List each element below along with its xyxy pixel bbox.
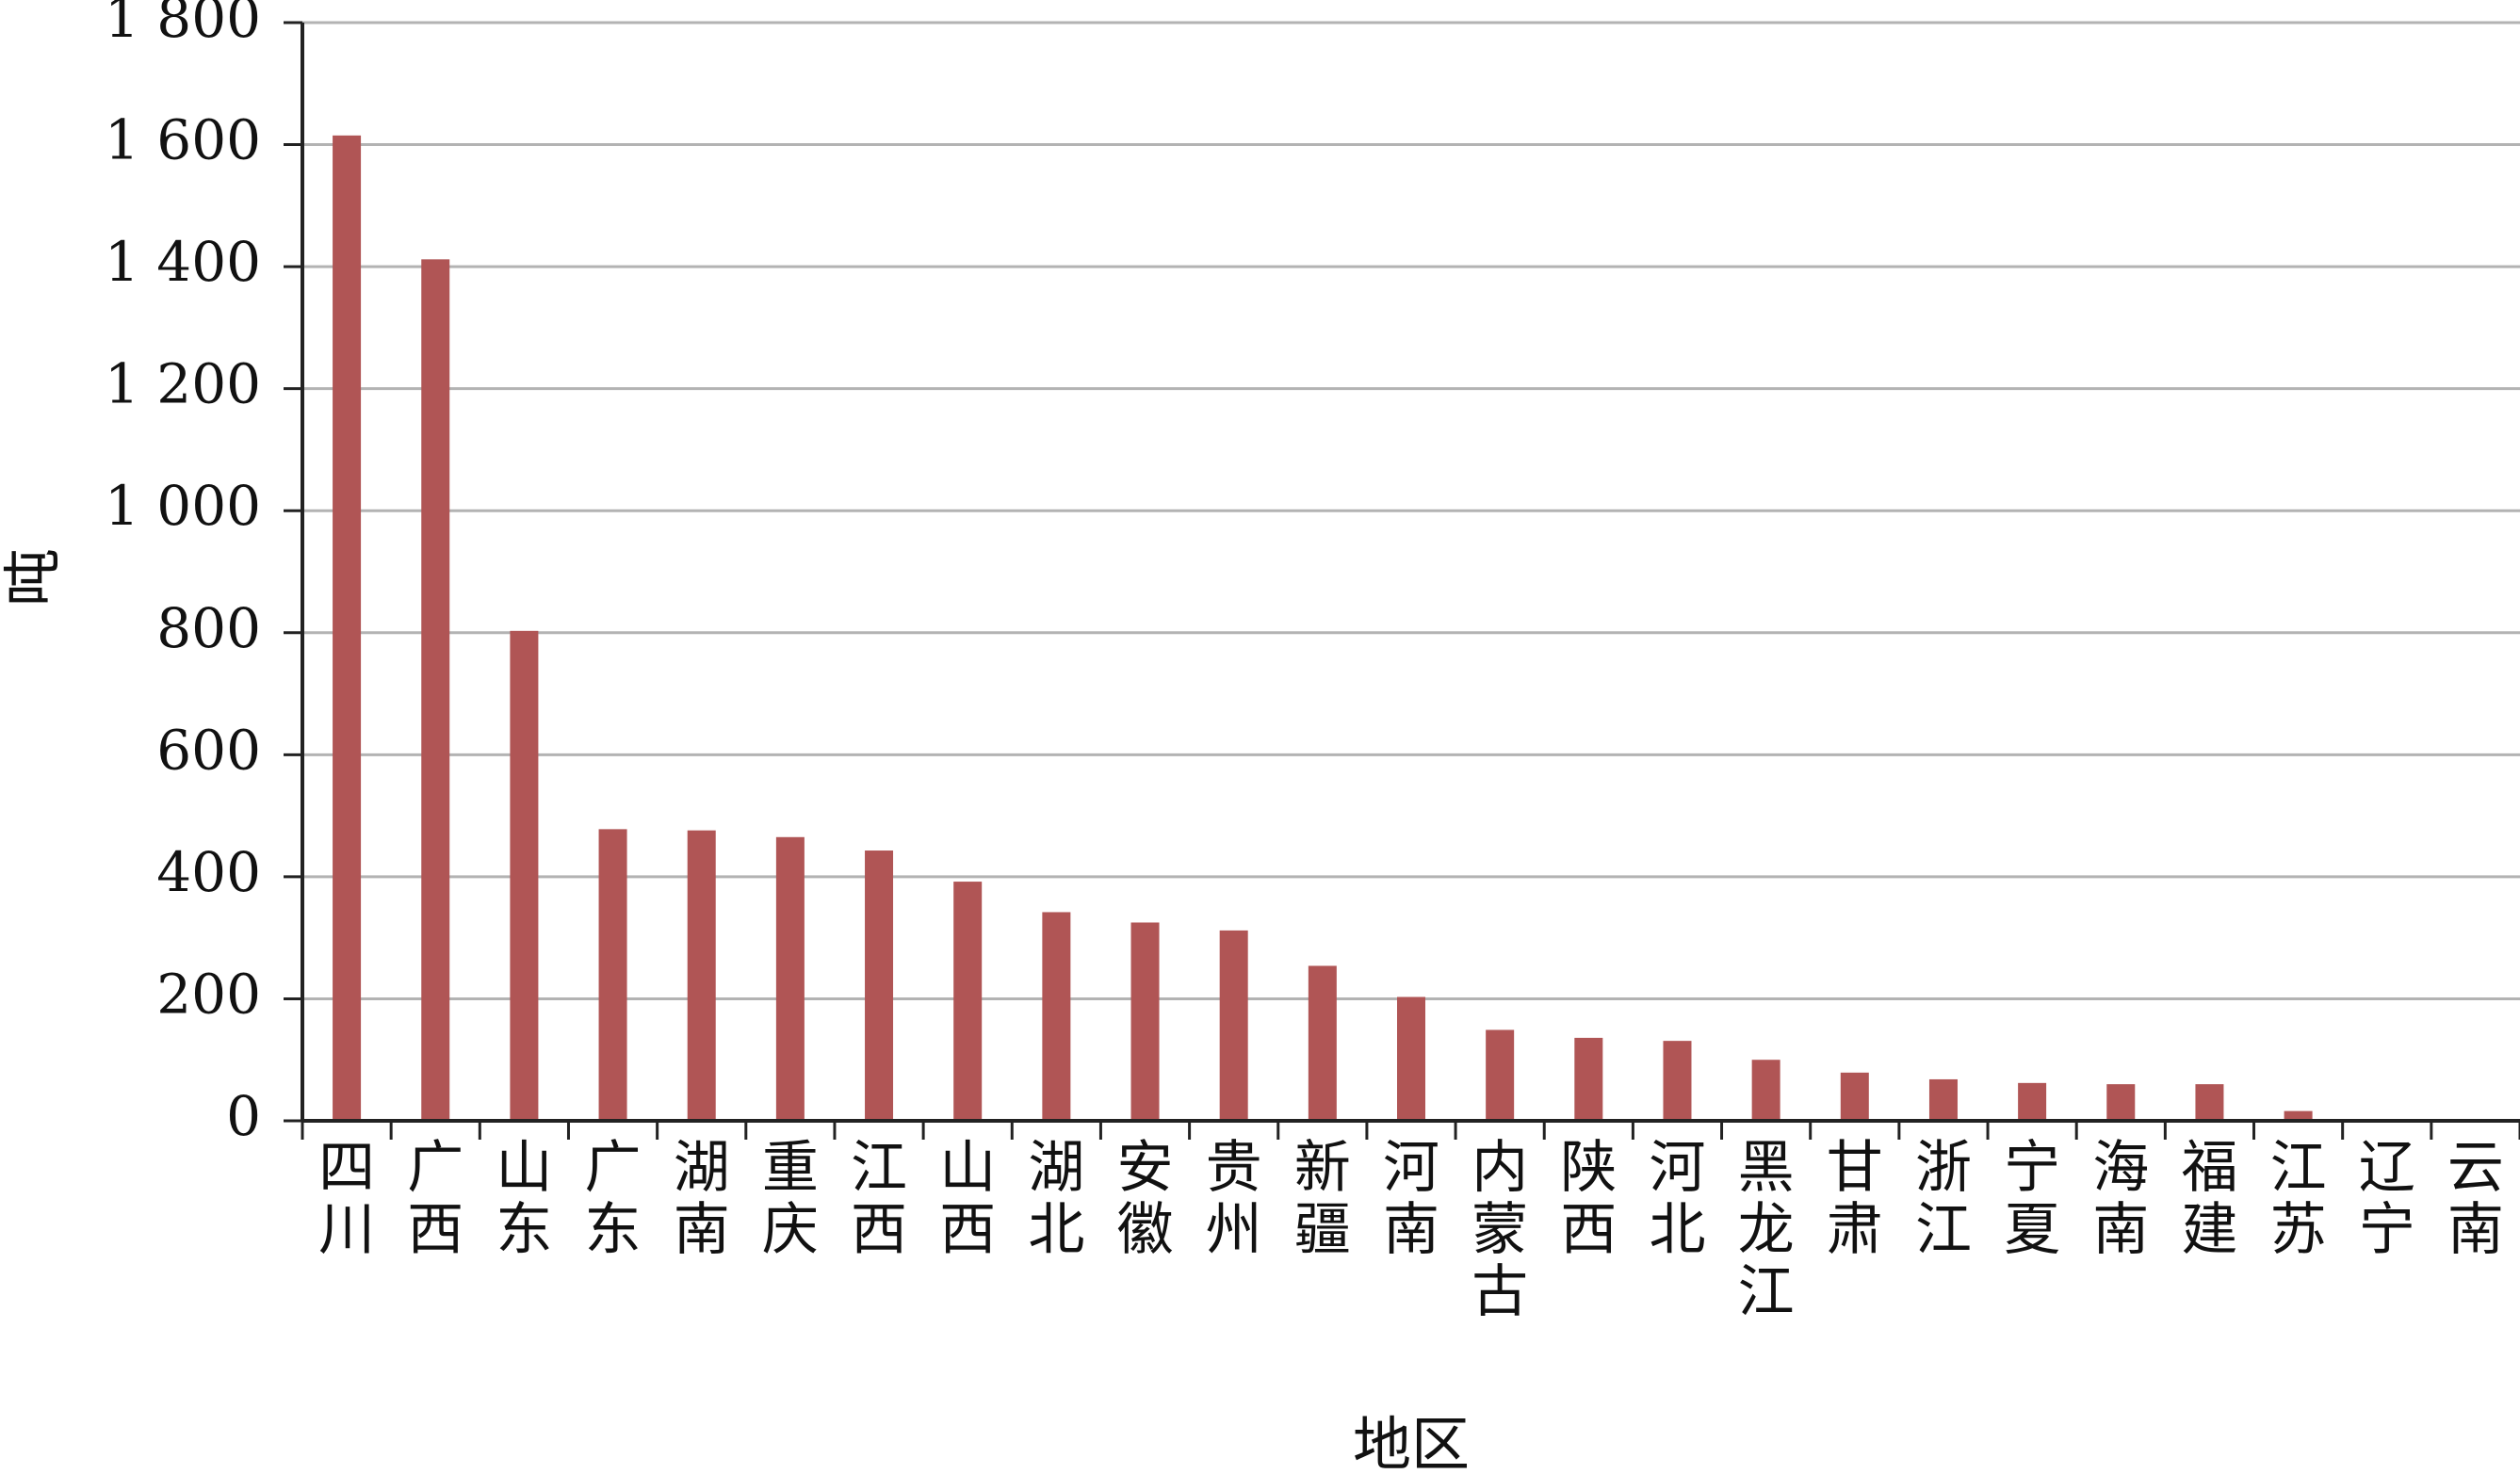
bar bbox=[953, 882, 983, 1121]
x-tick-label: 山西 bbox=[939, 1135, 996, 1263]
x-tick-label: 河南 bbox=[1383, 1135, 1439, 1263]
axes bbox=[301, 23, 2520, 1140]
x-tick-label: 陕西 bbox=[1560, 1135, 1617, 1263]
bar bbox=[1751, 1060, 1780, 1121]
bar bbox=[1308, 965, 1337, 1121]
y-tick-label: 1 600 bbox=[105, 108, 261, 172]
bar bbox=[775, 836, 805, 1121]
bar bbox=[2106, 1084, 2136, 1121]
bar bbox=[1840, 1072, 1869, 1121]
bar bbox=[1663, 1041, 1692, 1121]
bar bbox=[2284, 1110, 2313, 1121]
x-axis-title: 地区 bbox=[1353, 1410, 1470, 1470]
x-tick-label: 重庆 bbox=[762, 1135, 819, 1263]
x-tick-labels: 四川广西山东广东湖南重庆江西山西湖北安徽贵州新疆河南内蒙古陕西河北黑龙江甘肃浙江… bbox=[318, 1135, 2504, 1325]
y-tick-label: 400 bbox=[156, 840, 261, 904]
gridlines bbox=[284, 21, 2520, 1123]
x-tick-label: 湖北 bbox=[1028, 1135, 1084, 1263]
x-tick-label: 山东 bbox=[496, 1135, 552, 1263]
y-tick-label: 1 400 bbox=[105, 230, 261, 294]
bar bbox=[510, 630, 539, 1121]
x-tick-label: 宁夏 bbox=[2004, 1135, 2060, 1263]
bar bbox=[2018, 1082, 2047, 1121]
x-tick-label: 湖南 bbox=[674, 1135, 730, 1263]
x-tick-label: 福建 bbox=[2181, 1135, 2237, 1263]
bar bbox=[2195, 1084, 2224, 1121]
x-tick-label: 新疆 bbox=[1294, 1135, 1351, 1263]
bar bbox=[1397, 996, 1425, 1121]
bar bbox=[1928, 1078, 1958, 1121]
y-tick-label: 1 000 bbox=[105, 474, 261, 538]
bar bbox=[333, 135, 362, 1122]
x-tick-label: 浙江 bbox=[1915, 1135, 1972, 1263]
x-tick-label: 甘肃 bbox=[1827, 1135, 1883, 1263]
x-tick-label: 江苏 bbox=[2270, 1135, 2327, 1263]
bar bbox=[598, 829, 627, 1121]
bar bbox=[1130, 922, 1160, 1121]
bar bbox=[421, 259, 450, 1121]
y-tick-label: 0 bbox=[226, 1084, 261, 1148]
x-tick-label: 黑龙江 bbox=[1738, 1135, 1795, 1325]
y-tick-label: 600 bbox=[156, 718, 261, 782]
bar bbox=[687, 830, 716, 1121]
x-tick-label: 安徽 bbox=[1117, 1135, 1174, 1263]
y-axis-title: 吨 bbox=[0, 548, 67, 607]
y-tick-labels: 0 200 400 600 800 1 000 1 200 1 400 1 600 1 800 bbox=[105, 0, 261, 1148]
x-tick-label: 四川 bbox=[318, 1135, 375, 1263]
x-tick-label: 辽宁 bbox=[2359, 1135, 2415, 1263]
y-tick-label: 1 200 bbox=[105, 352, 261, 416]
x-tick-label: 江西 bbox=[851, 1135, 907, 1263]
bar bbox=[1219, 930, 1248, 1121]
x-tick-label: 广东 bbox=[585, 1135, 642, 1263]
x-tick-label: 云南 bbox=[2447, 1135, 2504, 1263]
y-tick-label: 800 bbox=[156, 596, 261, 660]
y-tick-label: 200 bbox=[156, 962, 261, 1026]
x-tick-label: 广西 bbox=[407, 1135, 463, 1263]
bars bbox=[333, 135, 2313, 1122]
bar bbox=[1486, 1029, 1515, 1121]
x-tick-label: 河北 bbox=[1649, 1135, 1705, 1263]
x-tick-label: 海南 bbox=[2092, 1135, 2149, 1263]
x-tick-label: 内蒙古 bbox=[1471, 1135, 1528, 1325]
bar bbox=[1042, 912, 1071, 1121]
bar bbox=[1574, 1037, 1603, 1121]
x-tick-label: 贵州 bbox=[1206, 1135, 1262, 1263]
bar bbox=[865, 850, 894, 1121]
y-tick-label: 1 800 bbox=[105, 0, 261, 50]
